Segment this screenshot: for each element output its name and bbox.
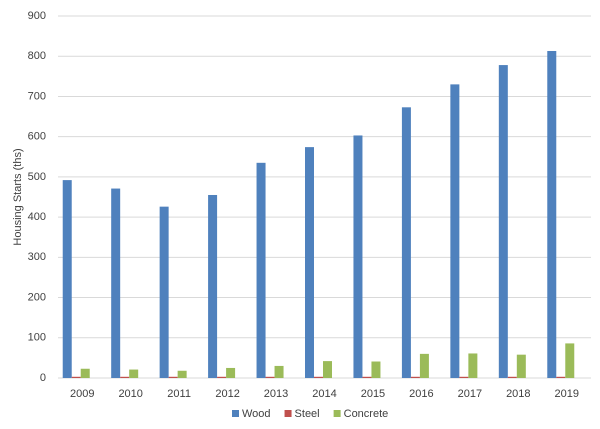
x-tick-label: 2016	[409, 388, 433, 400]
bar	[419, 353, 429, 378]
bar	[371, 361, 381, 378]
bar	[62, 180, 72, 378]
bar	[274, 365, 284, 378]
x-tick-label: 2010	[118, 388, 142, 400]
bar	[159, 206, 169, 378]
x-tick-label: 2014	[312, 388, 336, 400]
y-tick-label: 300	[28, 251, 46, 263]
bar	[256, 162, 266, 378]
y-tick-label: 700	[28, 90, 46, 102]
bar	[129, 369, 139, 378]
bar	[565, 343, 575, 378]
bar	[305, 147, 314, 378]
y-axis-label: Housing Starts (ths)	[12, 148, 24, 245]
bar	[71, 376, 81, 378]
bar	[226, 367, 236, 378]
legend-swatch	[333, 410, 341, 417]
y-tick-label: 100	[28, 332, 46, 344]
legend-label: Wood	[242, 408, 271, 420]
bar	[177, 370, 187, 378]
x-tick-label: 2009	[70, 388, 94, 400]
legend-label: Concrete	[344, 408, 389, 420]
bar	[217, 376, 227, 378]
x-tick-label: 2017	[458, 388, 482, 400]
bar	[468, 353, 478, 378]
legend-swatch	[232, 410, 239, 417]
bar	[323, 361, 332, 378]
bar	[556, 376, 566, 378]
y-tick-label: 400	[28, 211, 46, 223]
bar	[362, 376, 372, 378]
legend-label: Steel	[295, 408, 320, 420]
x-tick-label: 2015	[361, 388, 385, 400]
bar	[498, 65, 508, 379]
bar	[168, 376, 178, 378]
bar	[507, 376, 517, 378]
y-tick-label: 200	[28, 291, 46, 303]
x-tick-label: 2013	[264, 388, 288, 400]
bar	[353, 135, 363, 378]
y-tick-label: 800	[28, 50, 46, 62]
x-tick-label: 2018	[506, 388, 530, 400]
x-tick-label: 2011	[167, 388, 191, 400]
y-tick-label: 600	[28, 131, 46, 143]
bar	[450, 84, 460, 378]
bar	[111, 188, 121, 378]
bar	[401, 107, 411, 378]
bar	[208, 194, 218, 378]
x-tick-label: 2012	[215, 388, 239, 400]
legend-swatch	[284, 410, 292, 417]
bar	[459, 376, 469, 378]
y-tick-label: 900	[28, 10, 46, 22]
bar	[547, 50, 557, 378]
bar	[314, 376, 323, 378]
y-tick-label: 0	[40, 372, 46, 384]
bar	[120, 376, 130, 378]
bar	[265, 376, 275, 378]
y-tick-label: 500	[28, 171, 46, 183]
bar	[80, 368, 90, 378]
x-tick-label: 2019	[555, 388, 579, 400]
bar	[410, 376, 420, 378]
bar	[516, 354, 526, 378]
